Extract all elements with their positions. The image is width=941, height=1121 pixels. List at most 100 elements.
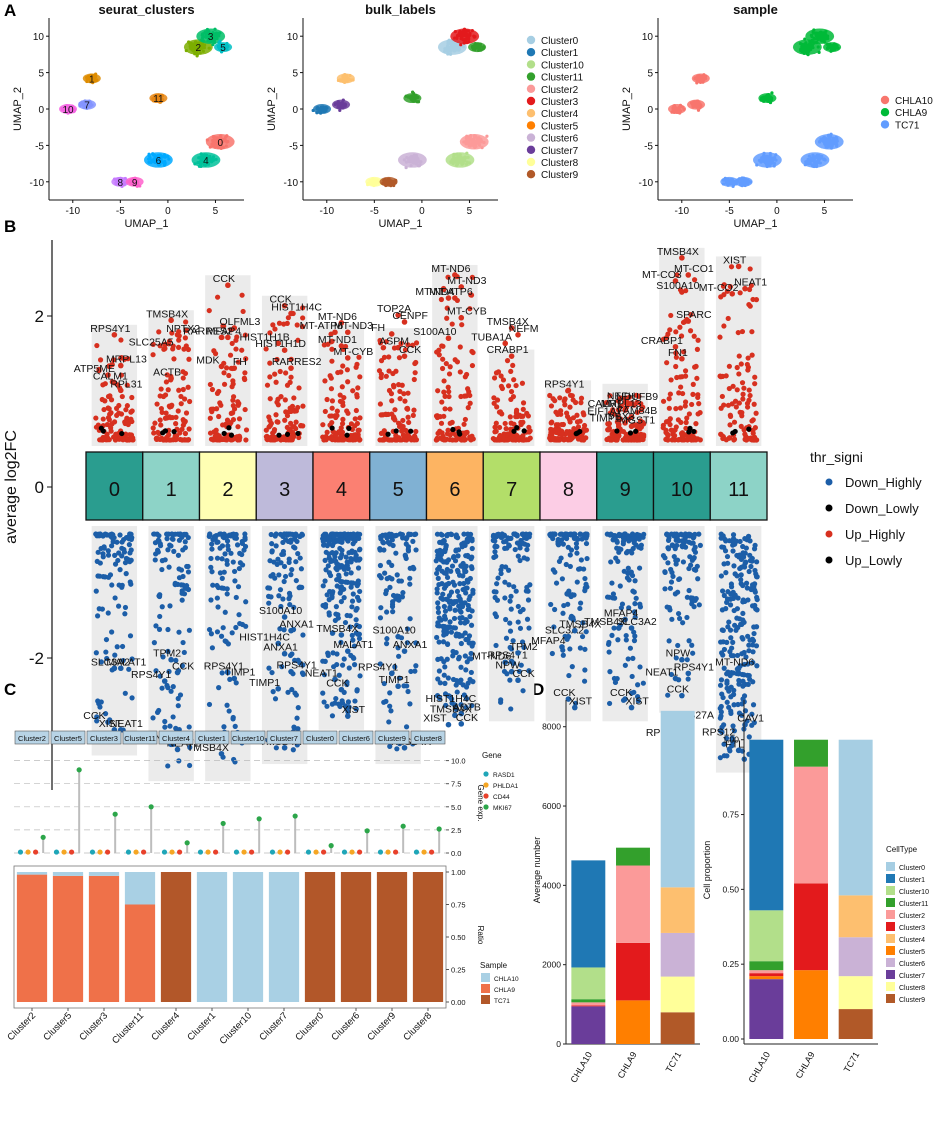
down-point	[156, 707, 162, 714]
down-point	[456, 656, 462, 662]
cluster-blob	[82, 72, 101, 85]
up-point	[182, 437, 188, 443]
down-point	[502, 579, 508, 585]
up-point	[574, 412, 580, 418]
down-point	[437, 680, 443, 686]
up-point	[752, 381, 758, 387]
down-point	[276, 593, 282, 599]
up-point	[397, 388, 403, 395]
up-point	[397, 396, 403, 402]
umap-density	[734, 176, 753, 187]
down-point	[524, 616, 531, 622]
up-point	[510, 362, 516, 369]
down-point	[320, 602, 326, 609]
up-point	[275, 402, 281, 408]
up-point	[434, 414, 441, 421]
down-point	[525, 597, 532, 603]
up-point	[263, 427, 269, 433]
down-point	[333, 695, 339, 702]
down-point	[348, 559, 354, 565]
up-point	[513, 382, 519, 389]
down-point	[390, 542, 396, 549]
down-point	[625, 656, 631, 662]
down-point	[181, 649, 187, 656]
panel-label-b: B	[4, 217, 16, 236]
cluster-number: 4	[203, 156, 209, 167]
down-point	[128, 557, 134, 563]
cluster-number: 6	[156, 156, 162, 167]
down-point	[448, 589, 455, 595]
down-point	[233, 624, 239, 631]
lowly-point	[119, 430, 125, 437]
y-axis-title: UMAP_2	[266, 87, 278, 131]
umap-density	[379, 176, 398, 187]
down-point	[281, 578, 287, 585]
up-point	[725, 402, 731, 408]
legend-swatch	[526, 96, 536, 106]
up-point	[668, 377, 674, 383]
up-point	[581, 412, 587, 418]
up-point	[738, 423, 744, 429]
down-point	[575, 566, 582, 572]
down-point	[348, 570, 354, 576]
down-point	[280, 596, 286, 602]
up-point	[240, 308, 246, 315]
down-point	[323, 549, 329, 555]
down-point	[685, 676, 691, 682]
up-point	[678, 419, 684, 426]
up-point	[392, 407, 398, 413]
up-point	[243, 427, 250, 433]
down-point	[334, 651, 340, 657]
down-point	[105, 574, 112, 580]
down-point	[224, 591, 230, 597]
up-point	[572, 399, 579, 406]
up-point	[173, 433, 180, 439]
down-point	[186, 762, 193, 769]
down-point	[550, 567, 556, 573]
up-point	[677, 405, 684, 411]
up-point	[356, 427, 362, 433]
down-point	[349, 598, 356, 604]
down-point	[93, 650, 99, 656]
up-point	[441, 437, 447, 443]
down-point	[269, 669, 275, 676]
down-point	[402, 552, 408, 558]
up-point	[736, 353, 742, 359]
down-point	[278, 560, 284, 566]
down-point	[236, 612, 242, 618]
up-point	[264, 382, 271, 388]
down-point	[442, 613, 448, 619]
down-point	[354, 605, 360, 612]
cluster-blob	[397, 152, 427, 170]
down-point	[448, 568, 454, 574]
up-point	[273, 379, 279, 385]
down-point	[295, 551, 301, 557]
up-point	[180, 386, 186, 393]
down-point	[469, 536, 475, 542]
x-tick-label: -5	[370, 206, 379, 217]
down-point	[679, 532, 686, 538]
down-point	[122, 611, 128, 617]
up-point	[604, 436, 610, 443]
down-point	[286, 596, 292, 602]
down-point	[180, 639, 186, 646]
down-point	[224, 561, 230, 567]
up-point	[567, 432, 573, 438]
up-point	[741, 385, 747, 391]
down-point	[492, 538, 498, 544]
up-point	[735, 329, 741, 336]
y-tick-label: 10	[33, 32, 45, 43]
cluster-blob	[752, 151, 782, 169]
down-point	[353, 617, 359, 623]
up-point	[344, 408, 350, 414]
up-point	[277, 368, 283, 375]
up-point	[128, 409, 134, 415]
up-point	[620, 437, 626, 443]
legend-swatch	[526, 133, 536, 142]
legend-swatch	[880, 95, 890, 105]
up-point	[696, 401, 702, 407]
up-point	[739, 409, 745, 416]
up-point	[235, 424, 241, 430]
down-point	[343, 571, 349, 577]
